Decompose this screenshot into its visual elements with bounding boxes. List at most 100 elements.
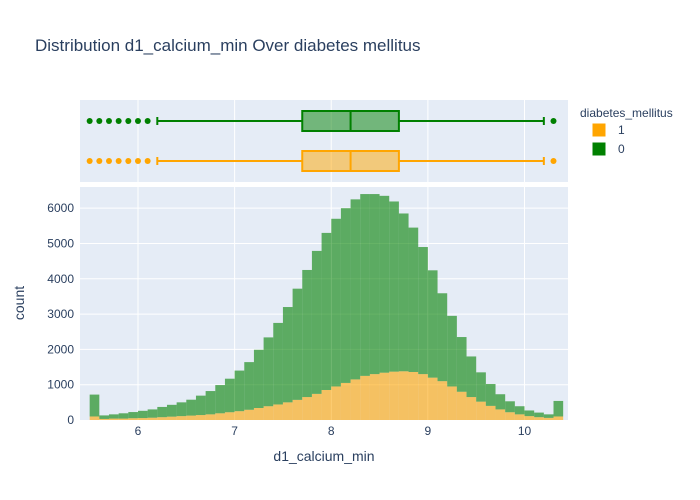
histogram-bar-0 bbox=[418, 247, 428, 375]
histogram-bar-1 bbox=[176, 416, 187, 420]
histogram-bar-0 bbox=[466, 356, 477, 398]
histogram-bar-0 bbox=[99, 415, 109, 419]
histogram-bar-0 bbox=[147, 409, 158, 418]
box-trace-1 bbox=[86, 150, 557, 172]
x-tick-label: 9 bbox=[425, 424, 432, 438]
x-tick-label: 6 bbox=[135, 424, 142, 438]
y-tick-label: 0 bbox=[67, 413, 74, 427]
histogram-bar-0 bbox=[118, 413, 129, 419]
histogram-bar-1 bbox=[321, 389, 332, 420]
histogram-bar-1 bbox=[389, 371, 399, 420]
histogram-bar-0 bbox=[485, 383, 496, 406]
histogram-bar-1 bbox=[302, 397, 312, 420]
histogram-bar-0 bbox=[447, 315, 457, 387]
legend-swatch-1 bbox=[592, 123, 606, 137]
histogram-bar-1 bbox=[186, 415, 196, 420]
legend-swatch-0 bbox=[592, 142, 606, 156]
histogram-bar-0 bbox=[534, 412, 544, 418]
histogram-bar-1 bbox=[447, 386, 457, 420]
histogram-bar-1 bbox=[505, 412, 515, 420]
histogram-bar-1 bbox=[215, 413, 225, 420]
histogram-bar-0 bbox=[166, 404, 177, 417]
histogram-bar-1 bbox=[427, 377, 438, 420]
box-outlier-point bbox=[105, 118, 112, 124]
legend-label-0: 0 bbox=[618, 142, 625, 156]
histogram-bar-0 bbox=[321, 232, 332, 390]
histogram-bar-1 bbox=[292, 399, 303, 420]
histogram-bar-1 bbox=[456, 391, 467, 420]
histogram-bar-0 bbox=[186, 399, 196, 416]
box-outlier-point bbox=[550, 158, 557, 164]
box-outlier-point bbox=[115, 158, 122, 164]
histogram-bar-0 bbox=[543, 414, 554, 418]
histogram-bar-1 bbox=[437, 381, 448, 420]
box-outlier-point bbox=[144, 158, 151, 164]
histogram-bar-0 bbox=[157, 406, 167, 418]
histogram-bar-0 bbox=[176, 402, 187, 417]
histogram-bar-1 bbox=[282, 402, 293, 420]
histogram-bar-0 bbox=[524, 410, 535, 417]
y-tick-label: 5000 bbox=[47, 236, 74, 250]
histogram-bar-0 bbox=[553, 400, 564, 417]
histogram-bar-1 bbox=[534, 417, 544, 420]
histogram-bar-1 bbox=[476, 401, 486, 420]
chart-title: Distribution d1_calcium_min Over diabete… bbox=[35, 36, 421, 55]
y-tick-label: 2000 bbox=[47, 342, 74, 356]
histogram-bar-0 bbox=[456, 337, 467, 392]
histogram-bar-0 bbox=[437, 293, 448, 382]
histogram-bar-0 bbox=[89, 394, 100, 417]
histogram-bar-1 bbox=[514, 414, 525, 420]
histogram-bar-0 bbox=[340, 208, 351, 383]
x-axis-label: d1_calcium_min bbox=[273, 448, 374, 464]
histogram-bar-0 bbox=[476, 372, 486, 402]
box-outlier-point bbox=[96, 158, 103, 164]
histogram-bar-1 bbox=[108, 418, 119, 420]
histogram-bar-0 bbox=[427, 270, 438, 378]
histogram-bar-0 bbox=[215, 385, 225, 414]
histogram-bar-0 bbox=[389, 201, 399, 372]
histogram-bar-0 bbox=[311, 250, 322, 394]
histogram-bar-1 bbox=[340, 382, 351, 420]
histogram-bar-0 bbox=[205, 391, 216, 415]
box-outlier-point bbox=[86, 158, 93, 164]
histogram-bar-1 bbox=[234, 411, 245, 420]
histogram-bar-1 bbox=[263, 406, 274, 420]
histogram-bar-0 bbox=[244, 362, 254, 410]
y-axis-label: count bbox=[11, 286, 27, 320]
histogram-bar-1 bbox=[369, 374, 380, 420]
histogram-bar-0 bbox=[331, 218, 341, 387]
histogram-bar-1 bbox=[99, 418, 109, 420]
histogram-bar-1 bbox=[195, 415, 206, 420]
histogram-bar-1 bbox=[408, 371, 419, 420]
histogram-bar-0 bbox=[273, 322, 283, 405]
histogram-bar-0 bbox=[292, 288, 303, 400]
histogram-bar-1 bbox=[118, 418, 129, 420]
box-outlier-point bbox=[115, 118, 122, 124]
y-axis-ticks: 0 1000 2000 3000 4000 5000 6000 bbox=[47, 201, 74, 427]
box-outlier-point bbox=[96, 118, 103, 124]
histogram-bar-0 bbox=[514, 406, 525, 415]
histogram-bar-1 bbox=[128, 418, 138, 420]
histogram-bar-1 bbox=[524, 416, 535, 420]
histogram-bar-1 bbox=[166, 416, 177, 420]
histogram-bar-1 bbox=[485, 405, 496, 420]
box-outlier-point bbox=[125, 118, 132, 124]
histogram-bar-1 bbox=[360, 375, 370, 420]
legend-item-0[interactable]: 0 bbox=[592, 142, 625, 156]
legend: diabetes_mellitus 1 0 bbox=[580, 106, 673, 156]
histogram-bar-0 bbox=[234, 370, 245, 412]
box-outlier-point bbox=[144, 118, 151, 124]
histogram-bar-1 bbox=[379, 372, 390, 420]
legend-item-1[interactable]: 1 bbox=[592, 123, 625, 137]
histogram-bar-0 bbox=[360, 194, 370, 376]
histogram-bar-1 bbox=[253, 407, 264, 420]
y-tick-label: 3000 bbox=[47, 307, 74, 321]
histogram-bar-0 bbox=[128, 412, 138, 419]
histogram-bar-1 bbox=[466, 397, 477, 420]
histogram-bar-1 bbox=[205, 414, 216, 420]
box-plot-traces bbox=[86, 110, 557, 172]
histogram-bar-1 bbox=[244, 409, 254, 420]
histogram-bar-1 bbox=[495, 409, 506, 420]
histogram-bar-0 bbox=[108, 414, 119, 419]
